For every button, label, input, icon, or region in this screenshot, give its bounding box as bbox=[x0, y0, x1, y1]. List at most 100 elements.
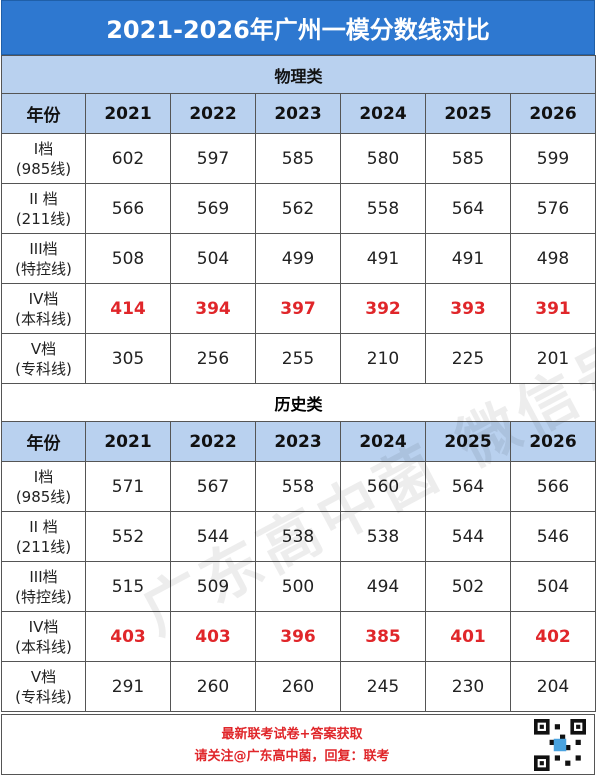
header-year: 2024 bbox=[340, 421, 426, 462]
table-row: I档 (985线) 571 567 558 560 564 566 bbox=[1, 461, 596, 512]
table-row: V档 (专科线) 291 260 260 245 230 204 bbox=[1, 661, 596, 712]
row-label-tier: I档 bbox=[33, 467, 54, 486]
score-cell: 558 bbox=[340, 183, 426, 234]
header-year-label: 年份 bbox=[1, 421, 86, 462]
row-label: V档 (专科线) bbox=[1, 661, 86, 712]
score-cell: 500 bbox=[255, 561, 341, 612]
score-cell: 394 bbox=[170, 283, 256, 334]
row-label: IV档 (本科线) bbox=[1, 283, 86, 334]
header-year: 2026 bbox=[509, 421, 596, 462]
header-year: 2021 bbox=[85, 421, 171, 462]
row-label-line: (985线) bbox=[15, 159, 72, 178]
score-cell: 504 bbox=[509, 561, 596, 612]
score-cell: 402 bbox=[509, 611, 596, 662]
footer-line-1: 最新联考试卷+答案获取 bbox=[221, 727, 363, 742]
score-cell: 291 bbox=[85, 661, 171, 712]
row-label: III档 (特控线) bbox=[1, 233, 86, 284]
score-cell: 401 bbox=[425, 611, 511, 662]
qr-code-icon bbox=[534, 719, 586, 771]
footer: 最新联考试卷+答案获取 请关注@广东高中菌，回复：联考 bbox=[1, 714, 595, 775]
score-cell: 564 bbox=[425, 183, 511, 234]
score-cell: 564 bbox=[425, 461, 511, 512]
score-cell: 260 bbox=[170, 661, 256, 712]
score-cell: 225 bbox=[425, 333, 511, 384]
score-cell: 515 bbox=[85, 561, 171, 612]
header-year: 2026 bbox=[509, 93, 596, 134]
score-cell: 566 bbox=[85, 183, 171, 234]
score-cell: 255 bbox=[255, 333, 341, 384]
score-cell: 544 bbox=[425, 511, 511, 562]
table-row: IV档 (本科线) 414 394 397 392 393 391 bbox=[1, 283, 596, 334]
row-label-tier: II 档 bbox=[29, 517, 58, 536]
table-row: II 档 (211线) 552 544 538 538 544 546 bbox=[1, 511, 596, 562]
row-label: IV档 (本科线) bbox=[1, 611, 86, 662]
row-label-line: (211线) bbox=[15, 209, 72, 228]
score-cell: 201 bbox=[509, 333, 596, 384]
row-label-line: (985线) bbox=[15, 487, 72, 506]
table-row: IV档 (本科线) 403 403 396 385 401 402 bbox=[1, 611, 596, 662]
row-label-line: (特控线) bbox=[15, 259, 72, 278]
score-cell: 260 bbox=[255, 661, 341, 712]
score-cell: 385 bbox=[340, 611, 426, 662]
score-cell: 498 bbox=[509, 233, 596, 284]
score-table: 物理类 年份 2021 2022 2023 2024 2025 2026 I档 (985线) 602… bbox=[0, 55, 596, 712]
score-cell: 305 bbox=[85, 333, 171, 384]
page-title: 2021-2026年广州一模分数线对比 bbox=[1, 0, 595, 55]
row-label-tier: IV档 bbox=[28, 289, 59, 308]
score-cell: 576 bbox=[509, 183, 596, 234]
row-label-tier: V档 bbox=[30, 667, 57, 686]
score-cell: 499 bbox=[255, 233, 341, 284]
score-cell: 597 bbox=[170, 133, 256, 184]
score-cell: 230 bbox=[425, 661, 511, 712]
score-cell: 580 bbox=[340, 133, 426, 184]
score-cell: 393 bbox=[425, 283, 511, 334]
row-label-line: (特控线) bbox=[15, 587, 72, 606]
score-cell: 245 bbox=[340, 661, 426, 712]
header-year: 2024 bbox=[340, 93, 426, 134]
row-label-line: (专科线) bbox=[15, 687, 72, 706]
row-label: I档 (985线) bbox=[1, 133, 86, 184]
score-cell: 403 bbox=[170, 611, 256, 662]
score-cell: 414 bbox=[85, 283, 171, 334]
table-row: V档 (专科线) 305 256 255 210 225 201 bbox=[1, 333, 596, 384]
score-cell: 562 bbox=[255, 183, 341, 234]
score-cell: 509 bbox=[170, 561, 256, 612]
score-cell: 585 bbox=[255, 133, 341, 184]
header-year: 2023 bbox=[255, 93, 341, 134]
score-cell: 491 bbox=[425, 233, 511, 284]
header-year-label: 年份 bbox=[1, 93, 86, 134]
table-row: III档 (特控线) 508 504 499 491 491 498 bbox=[1, 233, 596, 284]
score-cell: 558 bbox=[255, 461, 341, 512]
score-cell: 210 bbox=[340, 333, 426, 384]
score-cell: 491 bbox=[340, 233, 426, 284]
row-label: II 档 (211线) bbox=[1, 511, 86, 562]
row-label-line: (本科线) bbox=[15, 309, 72, 328]
score-cell: 560 bbox=[340, 461, 426, 512]
score-cell: 397 bbox=[255, 283, 341, 334]
score-cell: 571 bbox=[85, 461, 171, 512]
row-label: I档 (985线) bbox=[1, 461, 86, 512]
score-cell: 569 bbox=[170, 183, 256, 234]
score-cell: 204 bbox=[509, 661, 596, 712]
score-cell: 391 bbox=[509, 283, 596, 334]
row-label-tier: III档 bbox=[29, 567, 58, 586]
score-cell: 494 bbox=[340, 561, 426, 612]
score-cell: 392 bbox=[340, 283, 426, 334]
row-label-line: (本科线) bbox=[15, 637, 72, 656]
row-label: II 档 (211线) bbox=[1, 183, 86, 234]
score-cell: 585 bbox=[425, 133, 511, 184]
table-row: III档 (特控线) 515 509 500 494 502 504 bbox=[1, 561, 596, 612]
table-row: II 档 (211线) 566 569 562 558 564 576 bbox=[1, 183, 596, 234]
score-cell: 552 bbox=[85, 511, 171, 562]
section-title: 历史类 bbox=[0, 383, 596, 422]
score-cell: 567 bbox=[170, 461, 256, 512]
score-cell: 256 bbox=[170, 333, 256, 384]
row-label-tier: I档 bbox=[33, 139, 54, 158]
score-cell: 538 bbox=[255, 511, 341, 562]
score-cell: 396 bbox=[255, 611, 341, 662]
score-cell: 544 bbox=[170, 511, 256, 562]
section-title: 物理类 bbox=[0, 55, 596, 94]
header-year: 2023 bbox=[255, 421, 341, 462]
row-label: V档 (专科线) bbox=[1, 333, 86, 384]
score-cell: 538 bbox=[340, 511, 426, 562]
